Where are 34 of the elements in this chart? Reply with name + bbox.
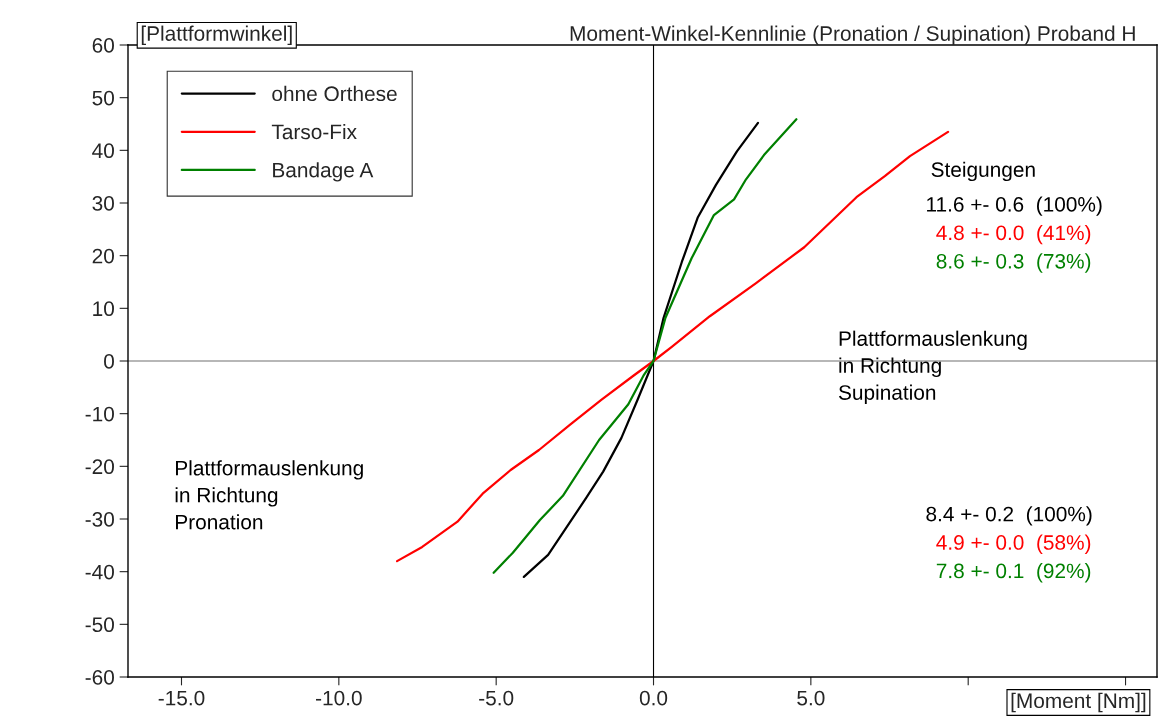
annotation: 7.8 +- 0.1 (92%) (936, 563, 1091, 583)
x-tick-label: 5.0 (797, 690, 825, 706)
x-axis-title: [Moment [Nm]] (1011, 692, 1146, 713)
annotation: 8.4 +- 0.2 (100%) (926, 506, 1092, 526)
legend-label: Bandage A (273, 162, 374, 182)
annotation: 4.8 +- 0.0 (41%) (936, 224, 1091, 245)
y-tick-label: 50 (92, 90, 114, 106)
legend-label: ohne Orthese (272, 85, 397, 102)
annotation: 4.9 +- 0.0 (58%) (936, 534, 1091, 554)
annotation: Plattformauslenkung in Richtung Pronation (175, 460, 363, 530)
y-tick-label: -60 (85, 670, 114, 685)
x-tick-label: -15.0 (158, 690, 205, 706)
annotation: 11.6 +- 0.6 (100%) (927, 196, 1102, 216)
annotation: Steigungen (931, 161, 1035, 182)
legend-label: Tarso-Fix (271, 123, 357, 140)
y-tick-label: 0 (104, 354, 114, 369)
annotation: 8.6 +- 0.3 (73%) (936, 253, 1091, 273)
y-tick-label: -10 (85, 406, 114, 422)
x-tick-label: -10.0 (316, 690, 362, 706)
chart-title: Moment-Winkel-Kennlinie (Pronation / Supination) Proband H (570, 25, 1135, 45)
y-tick-label: -20 (85, 459, 114, 475)
y-tick-label: -40 (85, 564, 114, 580)
y-tick-label: 20 (92, 248, 114, 264)
y-axis-title: [Plattformwinkel] (141, 25, 292, 45)
y-tick-label: 40 (92, 143, 114, 159)
x-tick-label: 0.0 (639, 690, 668, 706)
y-tick-label: -50 (85, 617, 114, 633)
line-series (492, 118, 798, 574)
y-tick-label: -30 (85, 512, 114, 527)
y-tick-label: 60 (92, 38, 114, 53)
y-tick-label: 30 (92, 196, 114, 211)
x-tick-label: -5.0 (479, 690, 514, 706)
y-tick-label: 10 (93, 301, 114, 317)
annotation: Plattformauslenkung in Richtung Supination (838, 330, 1027, 404)
